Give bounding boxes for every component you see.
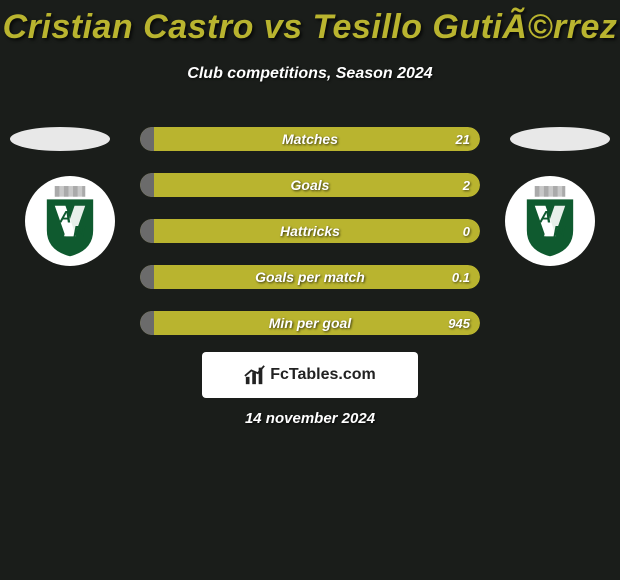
infographic-container: Cristian Castro vs Tesillo GutiÃ©rrez Cl…	[0, 0, 620, 580]
stat-label: Hattricks	[140, 223, 480, 239]
svg-text:A: A	[58, 208, 71, 227]
date-text: 14 november 2024	[0, 410, 620, 427]
stat-label: Goals per match	[140, 269, 480, 285]
stat-value-right: 2	[463, 178, 470, 193]
subtitle: Club competitions, Season 2024	[0, 65, 620, 83]
crest-icon: A N	[32, 183, 108, 259]
stat-value-right: 0.1	[452, 270, 470, 285]
stat-row: Goals per match0.1	[140, 265, 480, 289]
stat-label: Matches	[140, 131, 480, 147]
svg-text:N: N	[73, 223, 86, 242]
svg-text:N: N	[553, 223, 566, 242]
club-crest-right: A N	[505, 176, 595, 266]
stat-row: Matches21	[140, 127, 480, 151]
player-pill-right	[510, 127, 610, 151]
page-title: Cristian Castro vs Tesillo GutiÃ©rrez	[0, 0, 620, 47]
stats-list: Matches21 Goals2 Hattricks0 Goals per match…	[140, 127, 480, 335]
stat-label: Min per goal	[140, 315, 480, 331]
brand-text: FcTables.com	[270, 366, 376, 384]
crest-icon: A N	[512, 183, 588, 259]
stat-row: Goals2	[140, 173, 480, 197]
bar-chart-icon	[244, 364, 266, 386]
club-crest-left: A N	[25, 176, 115, 266]
stat-row: Hattricks0	[140, 219, 480, 243]
svg-text:A: A	[538, 208, 551, 227]
stat-label: Goals	[140, 177, 480, 193]
stat-value-right: 0	[463, 224, 470, 239]
stat-value-right: 21	[456, 132, 470, 147]
stat-value-right: 945	[448, 316, 470, 331]
brand-box[interactable]: FcTables.com	[202, 352, 418, 398]
player-pill-left	[10, 127, 110, 151]
stat-row: Min per goal945	[140, 311, 480, 335]
